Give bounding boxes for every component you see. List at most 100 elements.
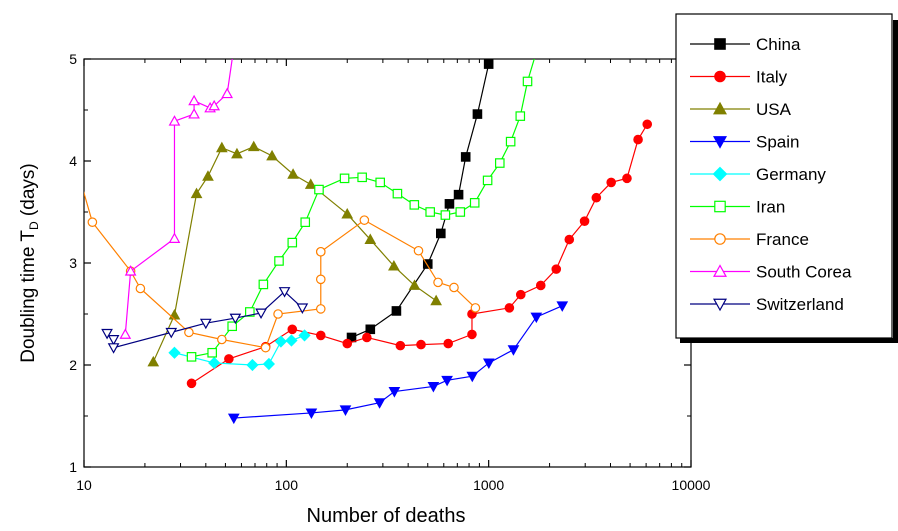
data-point-spain bbox=[530, 312, 543, 324]
data-point-italy bbox=[443, 338, 454, 349]
data-point-iran bbox=[469, 198, 480, 208]
data-point-france bbox=[470, 303, 481, 313]
data-point-italy bbox=[395, 340, 406, 351]
data-point-germany bbox=[246, 358, 259, 372]
data-point-south-corea bbox=[124, 265, 137, 276]
data-point-spain bbox=[507, 345, 520, 356]
data-point-usa bbox=[168, 308, 181, 320]
data-point-iran bbox=[274, 256, 284, 266]
data-point-iran bbox=[425, 207, 435, 217]
data-point-usa bbox=[430, 294, 442, 306]
legend-label-italy: Italy bbox=[756, 68, 788, 87]
data-point-france bbox=[135, 283, 146, 294]
data-point-china bbox=[472, 109, 483, 119]
legend-label-south-corea: South Corea bbox=[756, 263, 852, 282]
data-point-italy bbox=[186, 378, 197, 389]
data-point-usa bbox=[408, 279, 421, 290]
data-point-italy bbox=[504, 303, 515, 313]
data-point-france bbox=[315, 304, 326, 314]
data-point-usa bbox=[215, 141, 228, 153]
legend-marker-italy bbox=[714, 70, 726, 83]
legend-entry-iran: Iran bbox=[690, 198, 785, 217]
data-point-iran bbox=[515, 111, 526, 121]
legend-label-iran: Iran bbox=[756, 198, 785, 217]
data-point-iran bbox=[494, 158, 505, 168]
data-point-italy bbox=[642, 119, 653, 130]
data-point-germany bbox=[262, 357, 275, 371]
data-point-spain bbox=[556, 301, 569, 312]
data-point-switzerland bbox=[199, 318, 212, 330]
data-point-china bbox=[483, 59, 494, 69]
data-point-italy bbox=[515, 289, 526, 300]
data-point-switzerland bbox=[229, 313, 242, 325]
legend-label-usa: USA bbox=[756, 100, 792, 119]
data-point-switzerland bbox=[296, 303, 309, 314]
data-point-switzerland bbox=[165, 327, 178, 339]
data-point-italy bbox=[315, 330, 326, 341]
series-germany bbox=[168, 329, 311, 372]
data-point-usa bbox=[287, 168, 299, 179]
data-point-south-corea bbox=[208, 99, 221, 111]
data-point-iran bbox=[287, 237, 298, 248]
legend-marker-germany bbox=[712, 166, 728, 182]
data-point-iran bbox=[455, 207, 466, 217]
legend-label-switzerland: Switzerland bbox=[756, 295, 844, 314]
data-point-france bbox=[273, 309, 283, 319]
series-italy bbox=[186, 119, 653, 389]
x-tick-label: 1000 bbox=[473, 477, 504, 493]
data-point-usa bbox=[202, 170, 214, 181]
data-point-china bbox=[444, 199, 455, 209]
data-point-iran bbox=[339, 173, 350, 184]
data-point-italy bbox=[591, 192, 602, 203]
data-point-germany bbox=[168, 346, 181, 359]
data-point-iran bbox=[300, 217, 311, 227]
legend-label-germany: Germany bbox=[756, 165, 826, 184]
legend-entry-germany: Germany bbox=[690, 165, 826, 184]
legend-marker-china bbox=[714, 38, 726, 50]
data-point-spain bbox=[427, 381, 440, 393]
data-point-china bbox=[460, 152, 471, 162]
series-layer bbox=[84, 59, 653, 425]
data-point-italy bbox=[606, 177, 616, 188]
x-tick-label: 100 bbox=[275, 477, 299, 493]
data-point-iran bbox=[392, 188, 403, 199]
x-tick-label: 10 bbox=[76, 477, 92, 493]
data-point-usa bbox=[231, 147, 243, 159]
data-point-iran bbox=[522, 76, 533, 87]
legend-marker-usa bbox=[713, 101, 727, 115]
data-point-italy bbox=[535, 280, 546, 291]
axes: 10 100 1000 10000 1 2 3 4 5 bbox=[69, 51, 710, 493]
data-point-france bbox=[359, 215, 370, 225]
legend-entry-italy: Italy bbox=[690, 68, 788, 87]
data-point-italy bbox=[633, 134, 643, 145]
data-point-germany bbox=[208, 356, 221, 370]
legend-label-china: China bbox=[756, 35, 801, 54]
legend-entry-switzerland: Switzerland bbox=[690, 295, 844, 314]
data-point-italy bbox=[416, 339, 426, 350]
data-point-spain bbox=[466, 371, 479, 383]
y-axis-label-main: Doubling time T bbox=[18, 230, 39, 363]
x-tick-label: 10000 bbox=[672, 477, 711, 493]
series-line-spain bbox=[233, 305, 563, 419]
y-tick-label: 5 bbox=[69, 51, 77, 67]
legend-entry-south-corea: South Corea bbox=[690, 263, 852, 282]
data-point-france bbox=[217, 334, 227, 345]
y-tick-label: 3 bbox=[69, 255, 77, 271]
x-axis-label: Number of deaths bbox=[307, 505, 466, 527]
data-point-usa bbox=[364, 233, 377, 245]
legend: China Italy USA Spain Germany Iran France South… bbox=[675, 13, 898, 343]
series-spain bbox=[227, 301, 569, 425]
data-point-iran bbox=[375, 177, 385, 188]
data-point-usa bbox=[304, 178, 317, 189]
data-point-south-corea bbox=[168, 115, 181, 126]
data-point-iran bbox=[357, 172, 367, 183]
legend-marker-france bbox=[714, 233, 726, 245]
legend-marker-spain bbox=[713, 136, 727, 149]
data-point-italy bbox=[224, 354, 234, 364]
data-point-south-corea bbox=[168, 232, 181, 243]
data-point-germany bbox=[298, 329, 311, 342]
data-point-usa bbox=[388, 259, 400, 271]
data-point-spain bbox=[441, 375, 453, 387]
data-point-usa bbox=[266, 149, 278, 161]
data-point-usa bbox=[341, 207, 354, 219]
